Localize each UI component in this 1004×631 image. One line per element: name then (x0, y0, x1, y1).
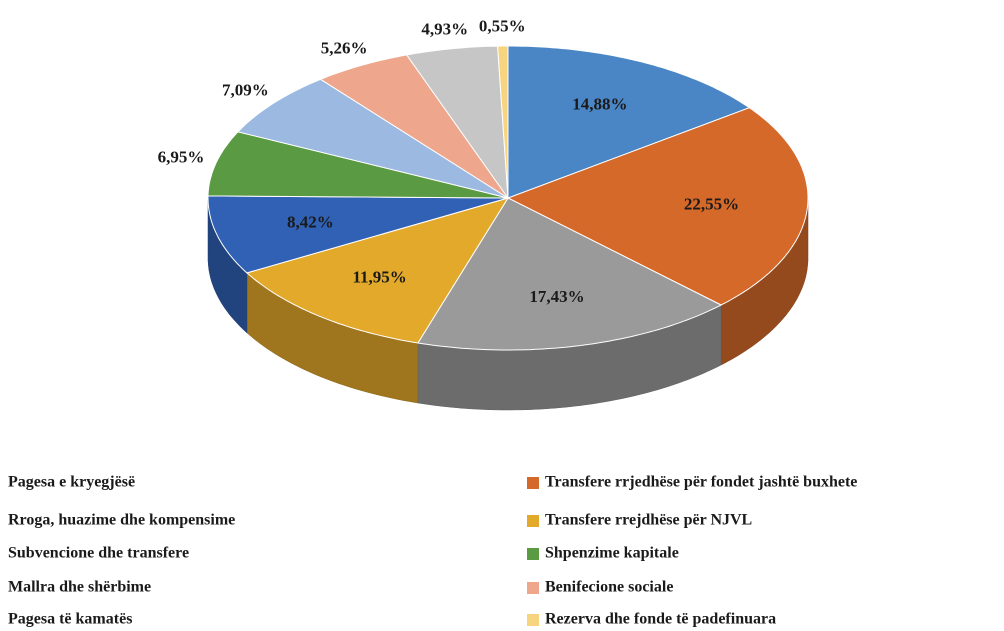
data-label: 4,93% (421, 20, 468, 39)
slice (417, 197, 723, 351)
data-label: 6,95% (158, 148, 205, 167)
legend-label: Transfere rrejdhëse për NJVL (545, 512, 752, 529)
legend-label: Subvencione dhe transfere (8, 545, 189, 562)
legend-marker (527, 477, 539, 489)
slice (245, 197, 510, 344)
slice (236, 78, 509, 199)
legend-label: Rroga, huazime dhe kompensime (8, 512, 235, 529)
data-label: 14,88% (572, 95, 627, 114)
data-label: 8,42% (287, 213, 334, 232)
legend-label: Pagesa të kamatës (8, 611, 132, 628)
slice (207, 131, 509, 199)
legend-marker (527, 614, 539, 626)
slice (207, 195, 509, 274)
legend-label: Benifecione sociale (545, 579, 673, 596)
legend-marker (527, 582, 539, 594)
data-label: 5,26% (321, 38, 368, 57)
legend-label: Rezerva dhe fonde të padefinuara (545, 611, 776, 628)
data-label: 11,95% (353, 267, 407, 286)
legend-label: Shpenzime kapitale (545, 545, 679, 562)
slice (507, 45, 751, 199)
slice (497, 45, 509, 199)
legend-label: Transfere rrjedhëse për fondet jashtë bu… (545, 474, 857, 491)
data-label: 17,43% (529, 287, 584, 306)
slice (319, 54, 509, 199)
legend-marker (527, 515, 539, 527)
legend-label: Mallra dhe shërbime (8, 579, 151, 596)
data-label: 7,09% (222, 81, 269, 100)
legend-label: Pagesa e kryegjësë (8, 474, 135, 491)
legend-marker (527, 548, 539, 560)
data-label: 0,55% (479, 17, 526, 36)
data-label: 22,55% (684, 194, 739, 213)
slice (405, 45, 509, 200)
slice (506, 107, 809, 306)
